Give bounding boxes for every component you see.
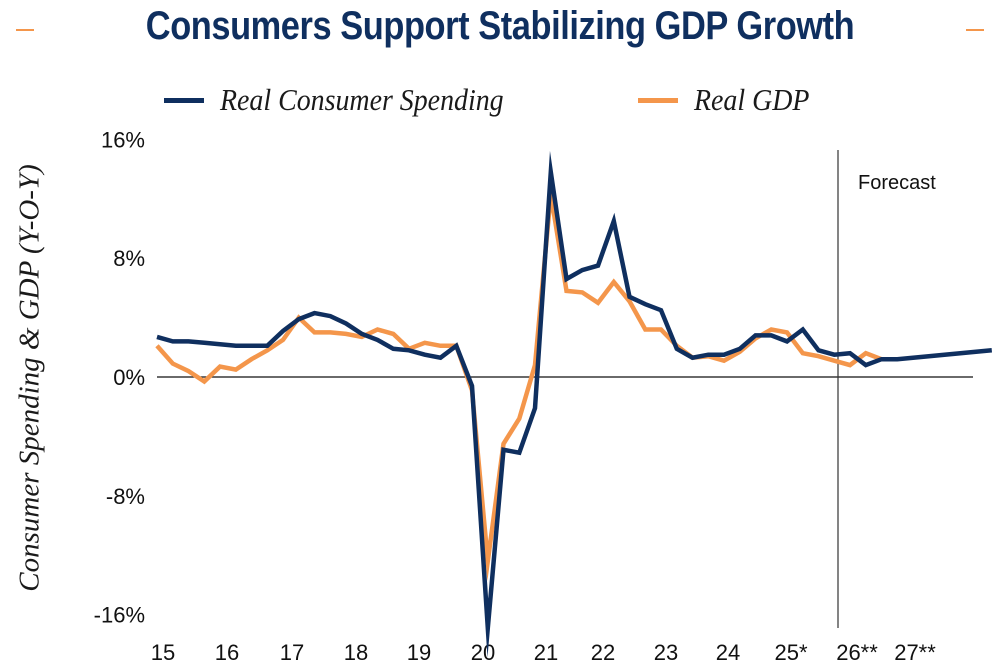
x-tick-label: 17: [280, 640, 304, 665]
x-tick-label: 18: [344, 640, 368, 665]
x-tick-label: 20: [471, 640, 495, 665]
legend-swatch-consumer: [164, 97, 204, 103]
legend-item-gdp: Real GDP: [638, 80, 822, 120]
series-line-real-gdp: [155, 176, 898, 582]
x-tick-label: 23: [654, 640, 678, 665]
x-tick-label: 27**: [894, 640, 936, 665]
y-axis-ticks: 16% 8% 0% -8% -16%: [94, 127, 145, 627]
forecast-label: Forecast: [858, 172, 936, 194]
legend-swatch-gdp: [638, 97, 678, 103]
x-tick-label: 15: [151, 640, 175, 665]
y-tick-label: 16%: [101, 127, 145, 152]
x-tick-label: 22: [591, 640, 615, 665]
x-tick-label: 25*: [774, 640, 807, 665]
legend: Real Consumer Spending Real GDP: [0, 80, 1000, 120]
y-tick-label: -16%: [94, 603, 145, 628]
title-accent-right: [966, 29, 984, 31]
series-lines: [155, 150, 993, 658]
legend-label-gdp: Real GDP: [694, 82, 810, 117]
x-tick-label: 16: [215, 640, 239, 665]
y-tick-label: 0%: [113, 365, 145, 390]
x-axis-ticks: 15 16 17 18 19 20 21 22 23 24 25* 26** 27**: [151, 640, 936, 665]
legend-label-consumer: Real Consumer Spending: [220, 82, 504, 117]
title-accent-left: [16, 29, 34, 31]
legend-item-consumer: Real Consumer Spending: [164, 80, 535, 120]
x-tick-label: 26**: [836, 640, 878, 665]
x-tick-label: 19: [407, 640, 431, 665]
title-row: Consumers Support Stabilizing GDP Growth: [0, 0, 1000, 62]
x-tick-label: 24: [716, 640, 740, 665]
x-tick-label: 21: [534, 640, 558, 665]
y-tick-label: -8%: [106, 484, 145, 509]
chart-title: Consumers Support Stabilizing GDP Growth: [145, 4, 855, 48]
y-tick-label: 8%: [113, 246, 145, 271]
series-line-consumer-spending: [156, 150, 993, 658]
